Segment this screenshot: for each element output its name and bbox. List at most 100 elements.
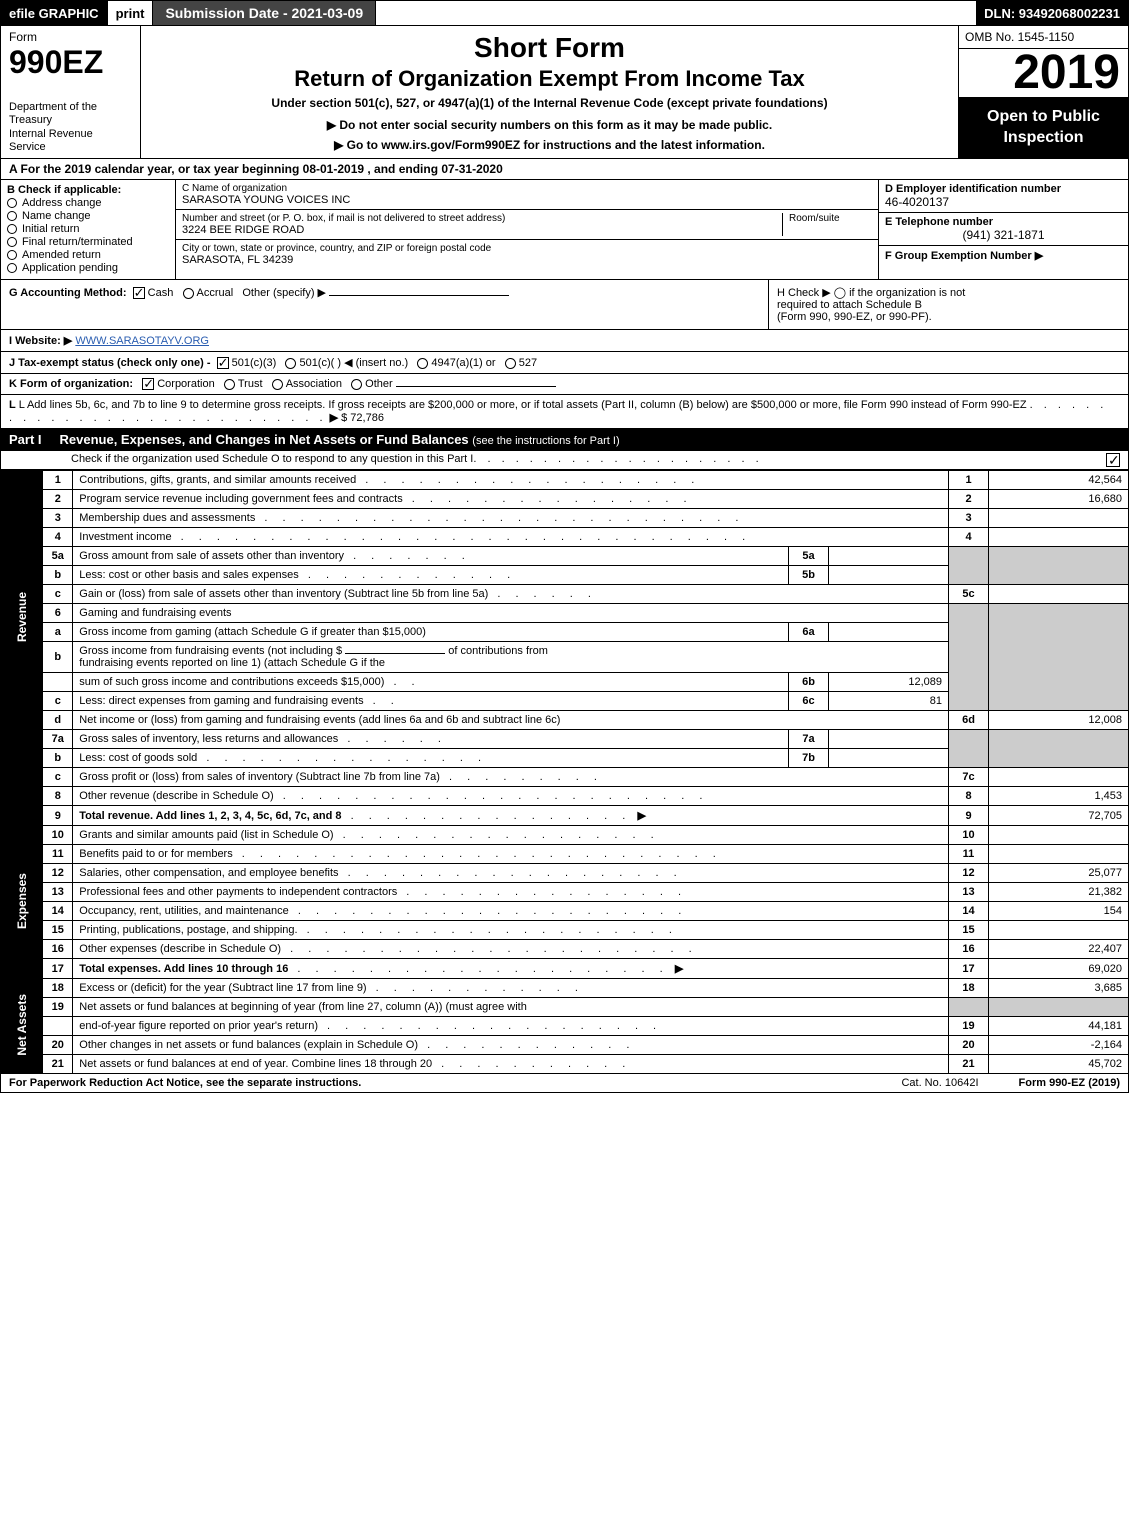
city-row: City or town, state or province, country… <box>176 240 878 269</box>
line-rno: 2 <box>949 490 989 509</box>
sub-val <box>829 749 949 768</box>
website-link[interactable]: WWW.SARASOTAYV.ORG <box>75 335 209 347</box>
shaded-cell <box>989 604 1129 711</box>
sub-no: 7b <box>789 749 829 768</box>
table-row: Expenses 10 Grants and similar amounts p… <box>1 826 1129 845</box>
line-val <box>989 826 1129 845</box>
sub-no: 6a <box>789 623 829 642</box>
print-button[interactable]: print <box>108 1 154 25</box>
check-initial-return[interactable]: Initial return <box>7 223 169 235</box>
line-val: 44,181 <box>989 1017 1129 1036</box>
501c3-checkbox[interactable] <box>217 357 229 369</box>
line-no: 13 <box>43 883 73 902</box>
trust-checkbox[interactable] <box>224 379 235 390</box>
table-row: d Net income or (loss) from gaming and f… <box>1 711 1129 730</box>
line-no: b <box>43 642 73 673</box>
check-if-applicable: B Check if applicable: Address change Na… <box>1 180 176 279</box>
part-i-title: Revenue, Expenses, and Changes in Net As… <box>60 432 469 447</box>
line-rno: 14 <box>949 902 989 921</box>
accrual-checkbox[interactable] <box>183 288 194 299</box>
shaded-cell <box>989 998 1129 1017</box>
assoc-checkbox[interactable] <box>272 379 283 390</box>
other-org-input[interactable] <box>396 386 556 387</box>
l-amount: $ 72,786 <box>341 412 384 424</box>
line-no: 15 <box>43 921 73 940</box>
table-row: Revenue 1 Contributions, gifts, grants, … <box>1 471 1129 490</box>
line-rno: 17 <box>949 959 989 979</box>
527-label: 527 <box>519 357 537 369</box>
ssn-warning: ▶ Do not enter social security numbers o… <box>153 118 946 132</box>
street-row: Number and street (or P. O. box, if mail… <box>176 210 878 240</box>
city-label: City or town, state or province, country… <box>182 243 872 254</box>
check-amended-return[interactable]: Amended return <box>7 249 169 261</box>
schedule-o-checkbox[interactable] <box>1106 453 1120 467</box>
initial-return-label: Initial return <box>22 223 79 235</box>
group-arrow: ▶ <box>1035 250 1043 262</box>
shaded-cell <box>989 730 1129 768</box>
line-rno: 18 <box>949 979 989 998</box>
line-desc: sum of such gross income and contributio… <box>73 673 789 692</box>
line-desc: end-of-year figure reported on prior yea… <box>73 1017 949 1036</box>
line-desc: Gross income from fundraising events (no… <box>73 642 949 673</box>
corp-checkbox[interactable] <box>142 378 154 390</box>
final-return-label: Final return/terminated <box>22 236 133 248</box>
street-label: Number and street (or P. O. box, if mail… <box>182 213 782 224</box>
line-desc: Less: direct expenses from gaming and fu… <box>73 692 789 711</box>
website-label: I Website: ▶ <box>9 335 72 347</box>
ein-value: 46-4020137 <box>885 195 1122 209</box>
entity-right: D Employer identification number 46-4020… <box>878 180 1128 279</box>
line-desc: Program service revenue including govern… <box>73 490 949 509</box>
other-specify-input[interactable] <box>329 295 509 296</box>
period-line: A For the 2019 calendar year, or tax yea… <box>0 159 1129 180</box>
check-name-change[interactable]: Name change <box>7 210 169 222</box>
shaded-cell <box>949 604 989 711</box>
corp-label: Corporation <box>157 378 214 390</box>
b-label: B Check if applicable: <box>7 184 169 196</box>
form-right: OMB No. 1545-1150 2019 Open to Public In… <box>958 26 1128 158</box>
h-schedule-b: H Check ▶ ◯ if the organization is not r… <box>768 280 1128 329</box>
page-footer: For Paperwork Reduction Act Notice, see … <box>0 1074 1129 1093</box>
check-application-pending[interactable]: Application pending <box>7 262 169 274</box>
line-val: 22,407 <box>989 940 1129 959</box>
line-rno: 16 <box>949 940 989 959</box>
4947-checkbox[interactable] <box>417 358 428 369</box>
line-val <box>989 845 1129 864</box>
sub-val <box>829 566 949 585</box>
line-val: -2,164 <box>989 1036 1129 1055</box>
table-row: c Gross profit or (loss) from sales of i… <box>1 768 1129 787</box>
city-value: SARASOTA, FL 34239 <box>182 254 872 266</box>
line-no: c <box>43 692 73 711</box>
line-no: c <box>43 768 73 787</box>
line-desc: Gain or (loss) from sale of assets other… <box>73 585 949 604</box>
table-row: 4 Investment income . . . . . . . . . . … <box>1 528 1129 547</box>
501c-checkbox[interactable] <box>285 358 296 369</box>
goto-link[interactable]: ▶ Go to www.irs.gov/Form990EZ for instru… <box>153 138 946 152</box>
check-address-change[interactable]: Address change <box>7 197 169 209</box>
revenue-tab: Revenue <box>1 471 43 768</box>
line-desc: Excess or (deficit) for the year (Subtra… <box>73 979 949 998</box>
group-row: F Group Exemption Number ▶ <box>879 246 1128 279</box>
table-row: 19 Net assets or fund balances at beginn… <box>1 998 1129 1017</box>
line-no: 9 <box>43 806 73 826</box>
other-org-checkbox[interactable] <box>351 379 362 390</box>
ein-label: D Employer identification number <box>885 183 1122 195</box>
table-row: 13 Professional fees and other payments … <box>1 883 1129 902</box>
form-word: Form <box>9 30 132 44</box>
other-org-label: Other <box>365 378 393 390</box>
line-desc: Less: cost or other basis and sales expe… <box>73 566 789 585</box>
sub-val <box>829 623 949 642</box>
sub-val: 81 <box>829 692 949 711</box>
dln-label: DLN: 93492068002231 <box>976 1 1128 25</box>
cash-checkbox[interactable] <box>133 287 145 299</box>
shaded-cell <box>949 547 989 585</box>
501c3-label: 501(c)(3) <box>232 357 277 369</box>
sub-val: 12,089 <box>829 673 949 692</box>
check-final-return[interactable]: Final return/terminated <box>7 236 169 248</box>
table-row: 17 Total expenses. Add lines 10 through … <box>1 959 1129 979</box>
other-specify-label: Other (specify) ▶ <box>242 287 326 299</box>
line-no: d <box>43 711 73 730</box>
table-row: 12 Salaries, other compensation, and emp… <box>1 864 1129 883</box>
efile-label[interactable]: efile GRAPHIC <box>1 1 108 25</box>
527-checkbox[interactable] <box>505 358 516 369</box>
6b-amount-input[interactable] <box>345 653 445 654</box>
